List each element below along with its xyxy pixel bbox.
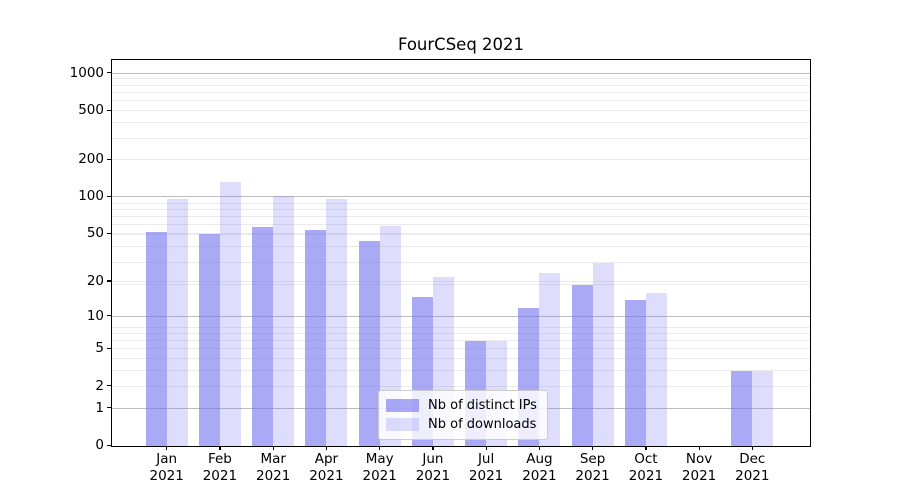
gridline-20 bbox=[112, 280, 810, 282]
bar-downloads-apr bbox=[326, 198, 348, 446]
y-tick-label-2: 2 bbox=[95, 377, 104, 394]
gridline-7 bbox=[112, 332, 810, 334]
gridline-59 bbox=[112, 224, 810, 226]
x-tick-label-sep: Sep 2021 bbox=[575, 451, 610, 484]
gridline-799 bbox=[112, 84, 810, 86]
gridline-69 bbox=[112, 216, 810, 217]
gridline-599 bbox=[112, 100, 810, 102]
gridline-49 bbox=[112, 234, 810, 236]
gridline-39 bbox=[112, 246, 810, 248]
gridline-8 bbox=[112, 326, 810, 328]
bar-downloads-mar bbox=[273, 195, 295, 446]
x-tick-mark-oct bbox=[645, 446, 647, 450]
y-tick-label-100: 100 bbox=[78, 188, 104, 205]
x-tick-label-jun: Jun 2021 bbox=[415, 451, 451, 484]
legend-label-distinct-ips: Nb of distinct IPs bbox=[428, 398, 537, 413]
bar-downloads-sep bbox=[592, 262, 614, 446]
bar-ips-apr bbox=[305, 230, 327, 446]
y-tick-mark-2 bbox=[107, 385, 111, 387]
gridline-899 bbox=[112, 78, 810, 80]
legend-item-downloads: Nb of downloads bbox=[386, 415, 539, 434]
y-tick-label-5: 5 bbox=[95, 340, 104, 357]
y-tick-mark-10 bbox=[107, 315, 111, 317]
y-tick-mark-100 bbox=[107, 195, 111, 197]
y-tick-label-1000: 1000 bbox=[69, 64, 104, 81]
x-tick-mark-may bbox=[379, 446, 381, 450]
bar-downloads-oct bbox=[645, 293, 667, 446]
y-tick-label-1: 1 bbox=[95, 399, 104, 416]
x-tick-label-jan: Jan 2021 bbox=[149, 451, 184, 484]
gridline-10 bbox=[112, 315, 810, 317]
bar-ips-jan bbox=[145, 232, 167, 446]
y-tick-mark-20 bbox=[107, 280, 111, 282]
bar-ips-feb bbox=[198, 234, 220, 446]
y-tick-label-10: 10 bbox=[86, 307, 104, 324]
y-tick-mark-0 bbox=[107, 444, 111, 446]
bar-downloads-feb bbox=[219, 182, 241, 446]
x-tick-label-dec: Dec 2021 bbox=[735, 451, 770, 484]
x-tick-label-aug: Aug 2021 bbox=[522, 451, 557, 484]
x-tick-mark-jul bbox=[485, 446, 487, 450]
x-tick-mark-jun bbox=[432, 446, 434, 450]
x-tick-mark-dec bbox=[751, 446, 753, 450]
gridline-89 bbox=[112, 202, 810, 204]
gridline-100 bbox=[112, 196, 810, 198]
x-tick-mark-mar bbox=[272, 446, 274, 450]
gridline-3 bbox=[112, 370, 810, 372]
x-tick-label-mar: Mar 2021 bbox=[256, 451, 291, 484]
gridline-1000 bbox=[112, 72, 810, 74]
x-tick-mark-aug bbox=[538, 446, 541, 450]
chart-title: FourCSeq 2021 bbox=[397, 35, 525, 54]
gridline-299 bbox=[112, 137, 810, 139]
x-tick-label-apr: Apr 2021 bbox=[309, 451, 344, 484]
y-tick-mark-1000 bbox=[107, 72, 111, 74]
gridline-500 bbox=[112, 110, 810, 111]
gridline-79 bbox=[112, 208, 810, 210]
x-tick-mark-jan bbox=[166, 446, 168, 450]
y-tick-mark-5 bbox=[107, 347, 111, 350]
bar-downloads-dec bbox=[752, 371, 774, 446]
y-tick-label-200: 200 bbox=[78, 151, 104, 168]
x-tick-mark-feb bbox=[219, 446, 221, 450]
gridline-699 bbox=[112, 91, 810, 93]
bar-ips-may bbox=[358, 240, 380, 446]
y-tick-mark-200 bbox=[107, 158, 111, 160]
legend-swatch-distinct-ips bbox=[386, 399, 419, 412]
gridline-29 bbox=[112, 261, 810, 263]
bar-ips-mar bbox=[252, 227, 274, 446]
legend-item-distinct-ips: Nb of distinct IPs bbox=[386, 396, 539, 415]
x-tick-label-may: May 2021 bbox=[362, 451, 397, 484]
y-tick-mark-50 bbox=[107, 232, 111, 234]
legend-label-downloads: Nb of downloads bbox=[428, 417, 537, 432]
bar-ips-dec bbox=[731, 371, 753, 446]
x-tick-mark-apr bbox=[325, 446, 328, 450]
y-tick-label-50: 50 bbox=[86, 225, 104, 242]
x-tick-label-oct: Oct 2021 bbox=[628, 451, 664, 484]
gridline-399 bbox=[112, 122, 810, 124]
y-tick-label-0: 0 bbox=[95, 437, 104, 453]
x-tick-mark-nov bbox=[698, 446, 700, 450]
x-tick-label-feb: Feb 2021 bbox=[202, 451, 238, 484]
y-tick-label-20: 20 bbox=[86, 272, 104, 289]
bar-ips-oct bbox=[624, 300, 646, 446]
gridline-5 bbox=[112, 348, 810, 350]
bar-downloads-jan bbox=[166, 198, 188, 446]
plot-area: Nb of distinct IPs Nb of downloads bbox=[111, 59, 811, 447]
y-tick-mark-1 bbox=[107, 407, 111, 409]
y-tick-mark-500 bbox=[107, 109, 111, 111]
legend-swatch-downloads bbox=[386, 418, 419, 431]
x-tick-mark-sep bbox=[592, 446, 594, 450]
gridline-19 bbox=[112, 283, 810, 285]
bar-ips-sep bbox=[571, 284, 593, 446]
gridline-50 bbox=[112, 233, 810, 235]
gridline-2 bbox=[112, 385, 810, 387]
x-tick-label-jul: Jul 2021 bbox=[468, 451, 504, 484]
gridline-200 bbox=[112, 159, 810, 161]
x-tick-label-nov: Nov 2021 bbox=[681, 451, 717, 484]
gridline-6 bbox=[112, 340, 810, 342]
legend: Nb of distinct IPs Nb of downloads bbox=[378, 390, 548, 440]
y-tick-label-500: 500 bbox=[78, 102, 104, 118]
gridline-4 bbox=[112, 358, 810, 360]
